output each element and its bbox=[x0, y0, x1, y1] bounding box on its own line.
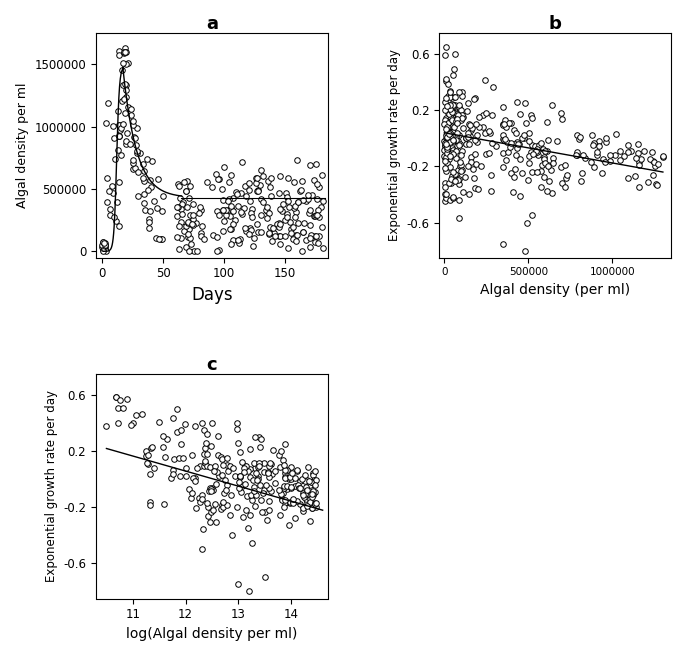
Y-axis label: Algal density per ml: Algal density per ml bbox=[16, 82, 29, 208]
X-axis label: Days: Days bbox=[191, 286, 233, 304]
X-axis label: Algal density (per ml): Algal density (per ml) bbox=[480, 283, 630, 297]
X-axis label: log(Algal density per ml): log(Algal density per ml) bbox=[126, 627, 297, 641]
Y-axis label: Exponential growth rate per day: Exponential growth rate per day bbox=[388, 49, 401, 241]
Title: c: c bbox=[207, 356, 217, 374]
Title: a: a bbox=[206, 15, 218, 33]
Y-axis label: Exponential growth rate per day: Exponential growth rate per day bbox=[45, 390, 58, 583]
Title: b: b bbox=[549, 15, 562, 33]
